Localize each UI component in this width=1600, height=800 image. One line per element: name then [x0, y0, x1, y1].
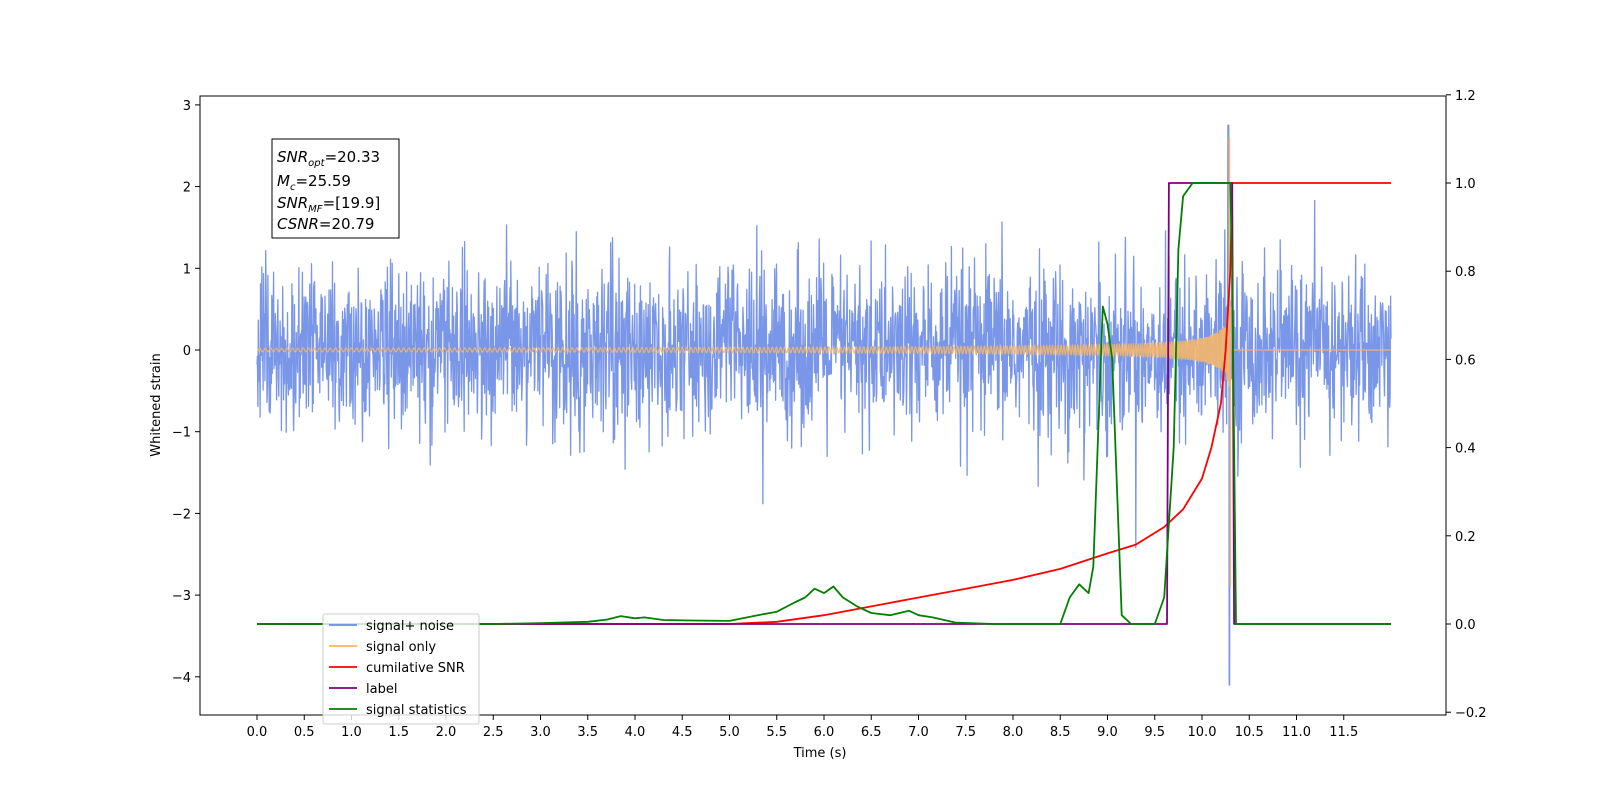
- x-tick-label: 11.0: [1282, 725, 1311, 740]
- plot-frame: [199, 95, 1447, 716]
- y-axis-label: Whitened strain: [149, 353, 164, 456]
- x-tick-label: 6.5: [861, 725, 882, 740]
- y-tick-label: 3: [183, 99, 191, 114]
- y-axis-left: 3 2 1 0 −1 −2 −3 −4: [172, 99, 200, 686]
- legend-frame: [322, 613, 480, 725]
- cumilative-snr-line: [257, 182, 1391, 625]
- x-tick-label: 0.0: [247, 725, 268, 740]
- y-right-tick-label: 0.8: [1455, 265, 1476, 280]
- annotation-frame: [271, 138, 400, 239]
- y-tick-label: 1: [183, 262, 191, 277]
- y-tick-label: 2: [183, 181, 191, 196]
- legend: signal+ noise signal only cumilative SNR la…: [322, 613, 480, 725]
- x-tick-label: 3.5: [577, 725, 598, 740]
- y-tick-label: 0: [183, 344, 191, 359]
- annotation-snr-opt: SNRopt=20.33: [277, 148, 380, 169]
- y-right-tick-label: 0.0: [1455, 618, 1476, 633]
- annotation-box: SNRopt=20.33 Mc=25.59 SNRMF=[19.9] CSNR=…: [271, 138, 400, 239]
- y-right-tick-label: 0.2: [1455, 530, 1476, 545]
- x-tick-label: 11.5: [1329, 725, 1358, 740]
- x-tick-label: 4.0: [625, 725, 646, 740]
- annotation-mc: Mc=25.59: [277, 172, 351, 193]
- y-tick-label: −3: [172, 589, 191, 604]
- x-tick-label: 8.0: [1003, 725, 1024, 740]
- x-tick-label: 8.5: [1050, 725, 1071, 740]
- x-tick-label: 2.0: [436, 725, 457, 740]
- legend-entry: signal statistics: [366, 703, 467, 718]
- y-right-tick-label: −0.2: [1455, 706, 1487, 721]
- x-tick-label: 1.0: [341, 725, 362, 740]
- x-tick-label: 6.0: [814, 725, 835, 740]
- x-tick-label: 10.0: [1188, 725, 1217, 740]
- signal-only-line: [256, 137, 1391, 588]
- legend-entry: signal only: [366, 640, 436, 655]
- x-tick-label: 5.0: [719, 725, 740, 740]
- x-tick-label: 2.5: [483, 725, 504, 740]
- y-tick-label: −4: [172, 671, 191, 686]
- y-right-tick-label: 0.6: [1455, 353, 1476, 368]
- y-right-tick-label: 1.2: [1455, 89, 1476, 104]
- legend-entry: cumilative SNR: [366, 661, 465, 676]
- y-right-tick-label: 1.0: [1455, 177, 1476, 192]
- x-tick-label: 7.0: [908, 725, 929, 740]
- x-tick-label: 3.0: [530, 725, 551, 740]
- y-tick-label: −1: [172, 426, 191, 441]
- legend-entry: label: [366, 682, 397, 697]
- annotation-snr-mf: SNRMF=[19.9]: [277, 194, 380, 215]
- x-tick-label: 9.0: [1097, 725, 1118, 740]
- right-axis-series: [257, 182, 1391, 625]
- x-tick-label: 4.5: [672, 725, 693, 740]
- x-tick-label: 5.5: [766, 725, 787, 740]
- legend-entry: signal+ noise: [366, 619, 454, 634]
- x-tick-label: 9.5: [1144, 725, 1165, 740]
- x-axis: 0.0 0.5 1.0 1.5 2.0 2.5 3.0 3.5 4.0 4.5 5.0 5.5 6.0 6…: [247, 715, 1358, 740]
- y-axis-right: 1.2 1.0 0.8 0.6 0.4 0.2 0.0 −0.2: [1446, 89, 1487, 721]
- y-right-tick-label: 0.4: [1455, 442, 1476, 457]
- x-tick-label: 0.5: [294, 725, 315, 740]
- signal-statistics-line: [257, 182, 1391, 625]
- x-tick-label: 10.5: [1235, 725, 1264, 740]
- x-axis-label: Time (s): [793, 746, 847, 761]
- annotation-csnr: CSNR=20.79: [277, 215, 374, 233]
- x-tick-label: 1.5: [388, 725, 409, 740]
- x-tick-label: 7.5: [955, 725, 976, 740]
- signal-only-series: [256, 137, 1391, 588]
- y-tick-label: −2: [172, 507, 191, 522]
